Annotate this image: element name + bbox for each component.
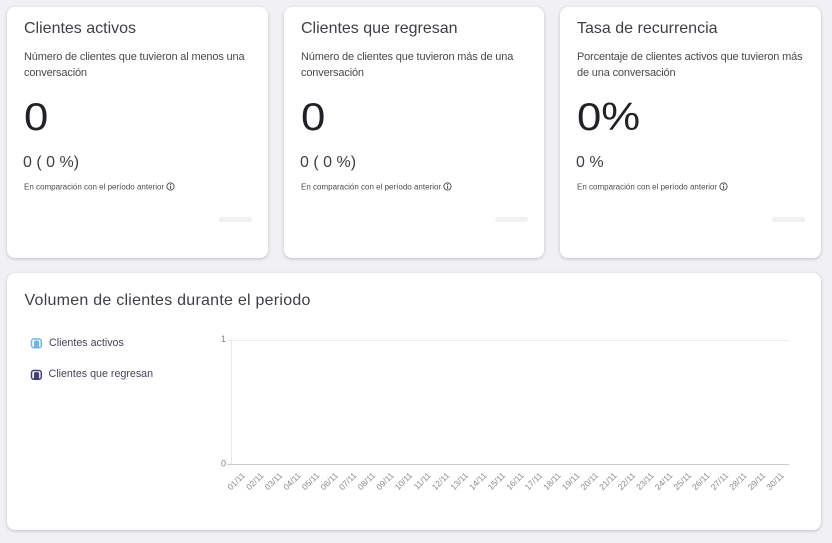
svg-text:05/11: 05/11 [300, 470, 322, 492]
svg-text:06/11: 06/11 [318, 470, 340, 492]
svg-text:15/11: 15/11 [486, 470, 508, 492]
svg-text:23/11: 23/11 [634, 470, 656, 492]
svg-text:20/11: 20/11 [578, 470, 600, 492]
svg-text:11/11: 11/11 [412, 470, 433, 491]
svg-text:16/11: 16/11 [504, 470, 526, 492]
svg-text:27/11: 27/11 [709, 470, 731, 492]
svg-text:29/11: 29/11 [746, 470, 768, 492]
svg-text:08/11: 08/11 [355, 470, 377, 492]
svg-text:14/11: 14/11 [467, 470, 489, 492]
svg-text:18/11: 18/11 [541, 470, 563, 492]
svg-text:0: 0 [221, 458, 226, 468]
svg-text:10/11: 10/11 [393, 470, 415, 492]
svg-text:24/11: 24/11 [653, 470, 675, 492]
svg-text:28/11: 28/11 [727, 470, 749, 492]
svg-text:19/11: 19/11 [560, 470, 582, 492]
svg-text:03/11: 03/11 [263, 470, 285, 492]
svg-text:1: 1 [221, 334, 226, 344]
svg-text:01/11: 01/11 [225, 470, 247, 492]
svg-text:12/11: 12/11 [430, 470, 452, 492]
svg-text:22/11: 22/11 [616, 470, 638, 492]
svg-text:13/11: 13/11 [448, 470, 470, 492]
svg-text:26/11: 26/11 [690, 470, 712, 492]
svg-text:09/11: 09/11 [374, 470, 396, 492]
svg-text:25/11: 25/11 [671, 470, 693, 492]
svg-text:02/11: 02/11 [244, 470, 266, 492]
svg-text:04/11: 04/11 [281, 470, 303, 492]
svg-text:07/11: 07/11 [337, 470, 359, 492]
svg-text:30/11: 30/11 [764, 470, 786, 492]
svg-text:21/11: 21/11 [597, 470, 619, 492]
svg-text:17/11: 17/11 [523, 470, 545, 492]
